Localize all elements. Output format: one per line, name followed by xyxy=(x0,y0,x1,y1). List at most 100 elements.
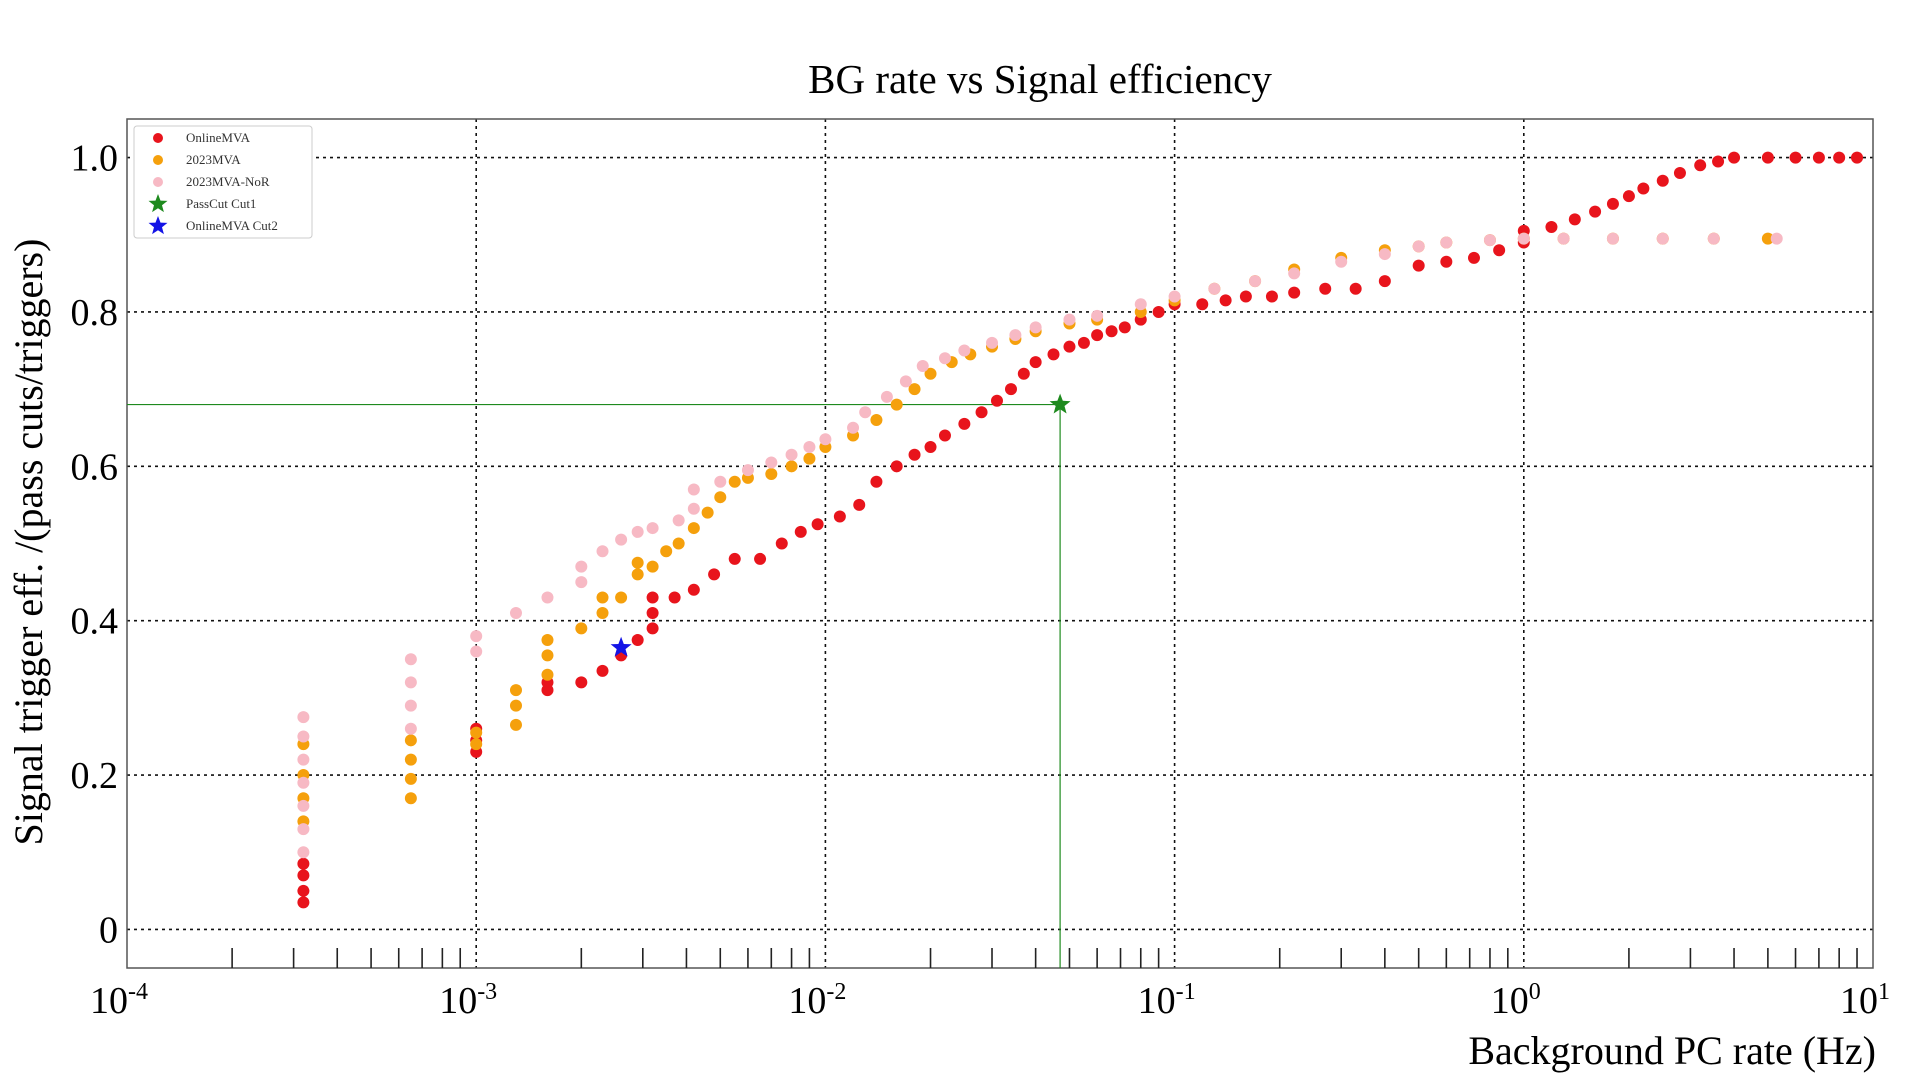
data-point xyxy=(785,448,798,461)
svg-text:100: 100 xyxy=(1491,979,1541,1022)
data-point xyxy=(404,753,417,766)
legend: OnlineMVA 2023MVA 2023MVA-NoR PassCut Cut1 O… xyxy=(133,125,313,239)
y-tick-label: 0.4 xyxy=(71,601,119,643)
data-point xyxy=(470,630,483,643)
data-point xyxy=(1378,248,1391,261)
data-point xyxy=(631,633,644,646)
data-point xyxy=(1694,159,1707,172)
legend-label: PassCut Cut1 xyxy=(186,196,256,211)
data-point xyxy=(1319,282,1332,295)
data-point xyxy=(596,664,609,677)
data-point xyxy=(1349,282,1362,295)
data-point xyxy=(990,394,1003,407)
data-point xyxy=(728,552,741,565)
data-point xyxy=(728,475,741,488)
data-point xyxy=(541,668,554,681)
data-point xyxy=(404,699,417,712)
y-tick-labels: 0 0.2 0.4 0.6 0.8 1.0 xyxy=(71,138,119,952)
svg-text:101: 101 xyxy=(1840,979,1890,1022)
data-point xyxy=(509,718,522,731)
data-point xyxy=(687,502,700,515)
data-point xyxy=(938,429,951,442)
x-tick-label: 101 xyxy=(1840,979,1890,1022)
data-point xyxy=(890,398,903,411)
series-onlinemva-cut2 xyxy=(610,636,632,657)
data-point xyxy=(1637,182,1650,195)
series-onlinemva xyxy=(297,151,1864,909)
data-point xyxy=(1029,321,1042,334)
data-point xyxy=(1728,151,1741,164)
legend-label: OnlineMVA Cut2 xyxy=(186,218,278,233)
data-point xyxy=(958,417,971,430)
legend-marker xyxy=(148,194,168,213)
x-tick-label: 10-1 xyxy=(1138,979,1196,1022)
data-point xyxy=(1091,329,1104,342)
data-point xyxy=(297,799,310,812)
data-point-star xyxy=(610,636,632,657)
data-point xyxy=(297,823,310,836)
data-point xyxy=(870,414,883,427)
legend-entry: 2023MVA xyxy=(153,152,241,167)
data-point xyxy=(297,884,310,897)
svg-text:10-1: 10-1 xyxy=(1138,979,1196,1022)
legend-box xyxy=(133,125,313,239)
x-minor-ticks xyxy=(231,948,1858,968)
data-point xyxy=(1761,151,1774,164)
legend-entry: 2023MVA-NoR xyxy=(153,174,270,189)
legend-entry: OnlineMVA Cut2 xyxy=(148,216,278,235)
legend-label: 2023MVA xyxy=(186,152,241,167)
data-point xyxy=(1589,205,1602,218)
data-point xyxy=(297,857,310,870)
data-point xyxy=(1761,232,1774,245)
data-point xyxy=(1557,232,1570,245)
data-point xyxy=(668,591,681,604)
data-point xyxy=(1091,309,1104,322)
legend-entry: PassCut Cut1 xyxy=(148,194,256,213)
grid xyxy=(127,119,1873,968)
series-layer xyxy=(297,151,1864,909)
data-point xyxy=(794,525,807,538)
data-point xyxy=(1004,383,1017,396)
legend-marker xyxy=(153,155,163,165)
y-axis-label: Signal trigger eff. /(pass cuts/triggers… xyxy=(6,239,51,846)
x-tick-label: 10-2 xyxy=(788,979,846,1022)
data-point xyxy=(938,352,951,365)
data-point xyxy=(714,475,727,488)
data-point xyxy=(631,556,644,569)
data-point xyxy=(575,676,588,689)
data-point xyxy=(1770,232,1783,245)
data-point xyxy=(741,464,754,477)
data-point xyxy=(687,483,700,496)
data-point xyxy=(509,684,522,697)
data-point xyxy=(297,869,310,882)
svg-text:10-3: 10-3 xyxy=(439,979,497,1022)
y-tick-label: 0.6 xyxy=(71,446,119,488)
data-point xyxy=(404,653,417,666)
x-tick-label: 100 xyxy=(1491,979,1541,1022)
data-point xyxy=(701,506,714,519)
data-point xyxy=(1239,290,1252,303)
data-point xyxy=(470,645,483,658)
data-point xyxy=(1105,325,1118,338)
data-point xyxy=(297,896,310,909)
chart-title: BG rate vs Signal efficiency xyxy=(808,56,1272,102)
x-tick-label: 10-3 xyxy=(439,979,497,1022)
data-point xyxy=(908,448,921,461)
data-point xyxy=(765,456,778,469)
data-point xyxy=(646,522,659,535)
data-point xyxy=(646,606,659,619)
data-point xyxy=(833,510,846,523)
data-point xyxy=(1493,244,1506,257)
data-point xyxy=(1265,290,1278,303)
plot-area xyxy=(126,118,1874,969)
data-point xyxy=(631,525,644,538)
legend-marker xyxy=(153,177,163,187)
data-point xyxy=(890,460,903,473)
x-tick-labels: 10-4 10-3 10-2 10-1 100 101 xyxy=(90,979,1890,1022)
data-point xyxy=(765,468,778,481)
data-point xyxy=(853,498,866,511)
data-point xyxy=(1656,174,1669,187)
data-point xyxy=(404,722,417,735)
legend-marker xyxy=(153,133,163,143)
